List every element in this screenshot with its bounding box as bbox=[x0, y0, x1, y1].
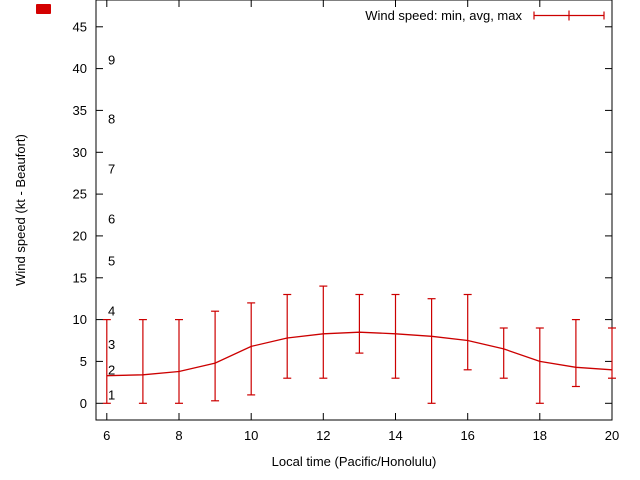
x-axis-title: Local time (Pacific/Honolulu) bbox=[272, 454, 437, 469]
error-bar bbox=[355, 293, 364, 354]
x-tick-label: 20 bbox=[605, 428, 619, 443]
y-tick-label: 0 bbox=[80, 396, 87, 411]
legend-label: Wind speed: min, avg, max bbox=[365, 8, 522, 23]
y-tick-label: 40 bbox=[73, 61, 87, 76]
error-bar bbox=[174, 319, 183, 404]
y-axis-title: Wind speed (kt - Beaufort) bbox=[13, 134, 28, 286]
error-bar bbox=[211, 310, 220, 402]
y-tick-label: 30 bbox=[73, 145, 87, 160]
beaufort-label: 7 bbox=[108, 162, 115, 177]
y-tick-label: 45 bbox=[73, 19, 87, 34]
y-tick-label: 25 bbox=[73, 187, 87, 202]
error-bar bbox=[391, 293, 400, 379]
y-tick-label: 5 bbox=[80, 354, 87, 369]
beaufort-label: 4 bbox=[108, 304, 115, 319]
x-tick-label: 14 bbox=[388, 428, 402, 443]
error-bar bbox=[463, 293, 472, 371]
error-bar bbox=[535, 327, 544, 404]
beaufort-label: 8 bbox=[108, 111, 115, 126]
beaufort-label: 6 bbox=[108, 212, 115, 227]
y-tick-label: 10 bbox=[73, 312, 87, 327]
error-bar bbox=[608, 327, 616, 379]
error-bar bbox=[571, 319, 580, 388]
error-bar bbox=[102, 319, 111, 404]
red-corner-marker bbox=[36, 4, 51, 14]
beaufort-label: 3 bbox=[108, 337, 115, 352]
error-bar bbox=[138, 319, 147, 404]
error-bar bbox=[427, 298, 436, 404]
y-tick-label: 35 bbox=[73, 103, 87, 118]
legend-sample bbox=[533, 10, 605, 21]
beaufort-label: 5 bbox=[108, 254, 115, 269]
avg-line bbox=[106, 331, 613, 377]
error-bar bbox=[247, 302, 256, 396]
x-tick-label: 16 bbox=[460, 428, 474, 443]
x-tick-label: 10 bbox=[244, 428, 258, 443]
error-bar bbox=[499, 327, 508, 379]
x-tick-label: 18 bbox=[533, 428, 547, 443]
beaufort-label: 1 bbox=[108, 387, 115, 402]
beaufort-label: 9 bbox=[108, 53, 115, 68]
beaufort-label: 2 bbox=[108, 362, 115, 377]
x-tick-label: 12 bbox=[316, 428, 330, 443]
y-tick-label: 15 bbox=[73, 270, 87, 285]
x-tick-label: 6 bbox=[103, 428, 110, 443]
plot-border bbox=[95, 0, 613, 421]
error-bar bbox=[319, 285, 328, 379]
error-bar bbox=[283, 293, 292, 379]
y-tick-label: 20 bbox=[73, 228, 87, 243]
x-tick-label: 8 bbox=[175, 428, 182, 443]
